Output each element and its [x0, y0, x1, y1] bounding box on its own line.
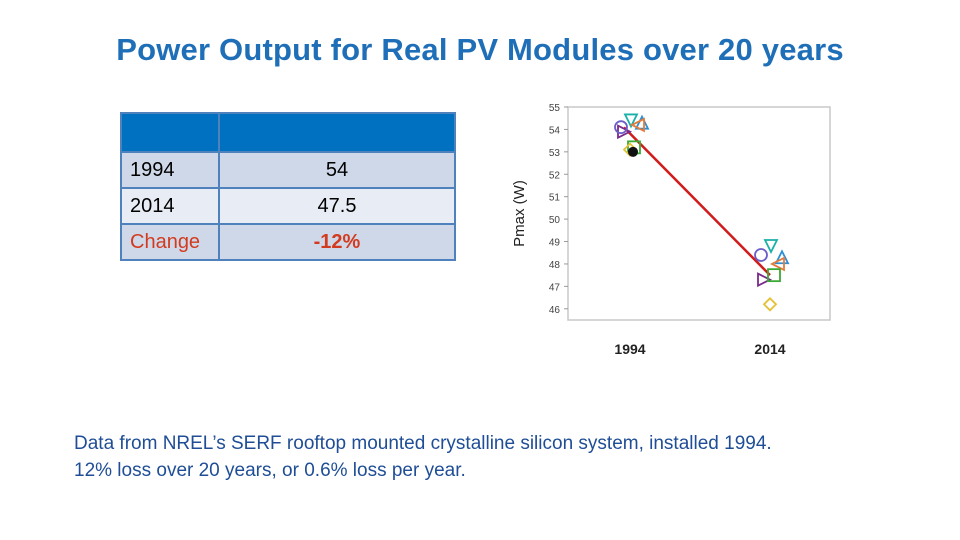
row-label: 1994	[120, 151, 220, 189]
marker-triangle-up	[634, 114, 650, 130]
y-tick-label: 54	[549, 125, 561, 136]
row-value: -12%	[218, 223, 456, 261]
y-tick-label: 55	[549, 103, 561, 114]
row-value: 54	[218, 151, 456, 189]
marker-triangle-down	[763, 239, 779, 255]
header-cell	[120, 112, 220, 153]
caption-line-1: Data from NREL’s SERF rooftop mounted cr…	[74, 433, 772, 454]
trend-line	[623, 126, 771, 277]
table-header-row	[120, 112, 456, 153]
y-tick-label: 51	[549, 193, 561, 204]
y-tick-label: 46	[549, 305, 561, 316]
scatter-chart: Pmax (W) 46 47 48 49 50 51 52 53 54 55 1994 2014	[500, 95, 845, 375]
header-cell	[218, 112, 456, 153]
summary-table: 1994 54 2014 47.5 Change -12%	[120, 112, 456, 261]
x-tick-label: 2014	[754, 341, 785, 357]
y-tick-label: 53	[549, 148, 561, 159]
y-tick-label: 47	[549, 282, 561, 293]
marker-triangle-right	[757, 272, 773, 288]
marker-dot	[628, 146, 638, 157]
marker-triangle-down	[623, 113, 639, 129]
marker-diamond	[762, 297, 778, 312]
row-value: 47.5	[218, 187, 456, 225]
y-tick-label: 49	[549, 238, 561, 249]
marker-circle	[614, 120, 628, 135]
row-label: Change	[120, 223, 220, 261]
table-row: 1994 54	[120, 151, 456, 189]
caption: Data from NREL’s SERF rooftop mounted cr…	[74, 430, 914, 484]
caption-line-2: 12% loss over 20 years, or 0.6% loss per…	[74, 460, 466, 481]
y-tick-label: 48	[549, 260, 561, 271]
chart-svg: Pmax (W) 46 47 48 49 50 51 52 53 54 55 1994 2014	[511, 103, 831, 357]
table-row: 2014 47.5	[120, 187, 456, 225]
marker-triangle-left	[629, 117, 645, 133]
marker-triangle-up	[774, 249, 790, 265]
marker-triangle-left	[769, 256, 785, 272]
y-axis-label: Pmax (W)	[511, 180, 528, 247]
slide-title: Power Output for Real PV Modules over 20…	[116, 32, 844, 67]
x-tick-label: 1994	[614, 341, 645, 357]
table-row: Change -12%	[120, 223, 456, 261]
y-tick-label: 50	[549, 215, 561, 226]
marker-circle	[754, 248, 768, 262]
row-label: 2014	[120, 187, 220, 225]
plot-area	[567, 106, 831, 321]
y-tick-label: 52	[549, 170, 561, 181]
marker-square	[767, 268, 781, 283]
